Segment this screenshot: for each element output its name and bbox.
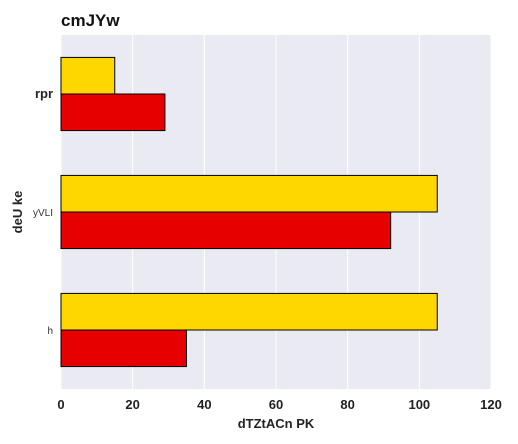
x-ticks: 0 20 40 60 80 100 120: [57, 397, 501, 412]
x-tick-label: 80: [340, 397, 354, 412]
y-axis-label: deU ke: [10, 191, 25, 234]
x-tick-label: 0: [57, 397, 64, 412]
bar-h-series-1: [60, 292, 438, 331]
x-tick-label: 40: [197, 397, 211, 412]
bar-yVLI-series-1: [60, 174, 438, 213]
bar-rpr-series-2: [60, 93, 166, 132]
y-ticks: rpr yVLI h: [33, 86, 53, 337]
x-tick-label: 60: [269, 397, 283, 412]
bars: [60, 56, 438, 368]
y-tick-label: h: [47, 326, 53, 337]
chart-title: cmJYw: [61, 11, 120, 30]
bar-rpr-series-1: [60, 56, 116, 95]
bar-yVLI-series-2: [60, 211, 392, 250]
x-tick-label: 120: [480, 397, 502, 412]
bar-h-series-2: [60, 329, 187, 368]
y-tick-label: rpr: [35, 86, 53, 101]
y-tick-label: yVLI: [33, 208, 53, 219]
x-tick-label: 100: [408, 397, 430, 412]
x-tick-label: 20: [125, 397, 139, 412]
x-axis-label: dTZtACn PK: [238, 416, 315, 431]
